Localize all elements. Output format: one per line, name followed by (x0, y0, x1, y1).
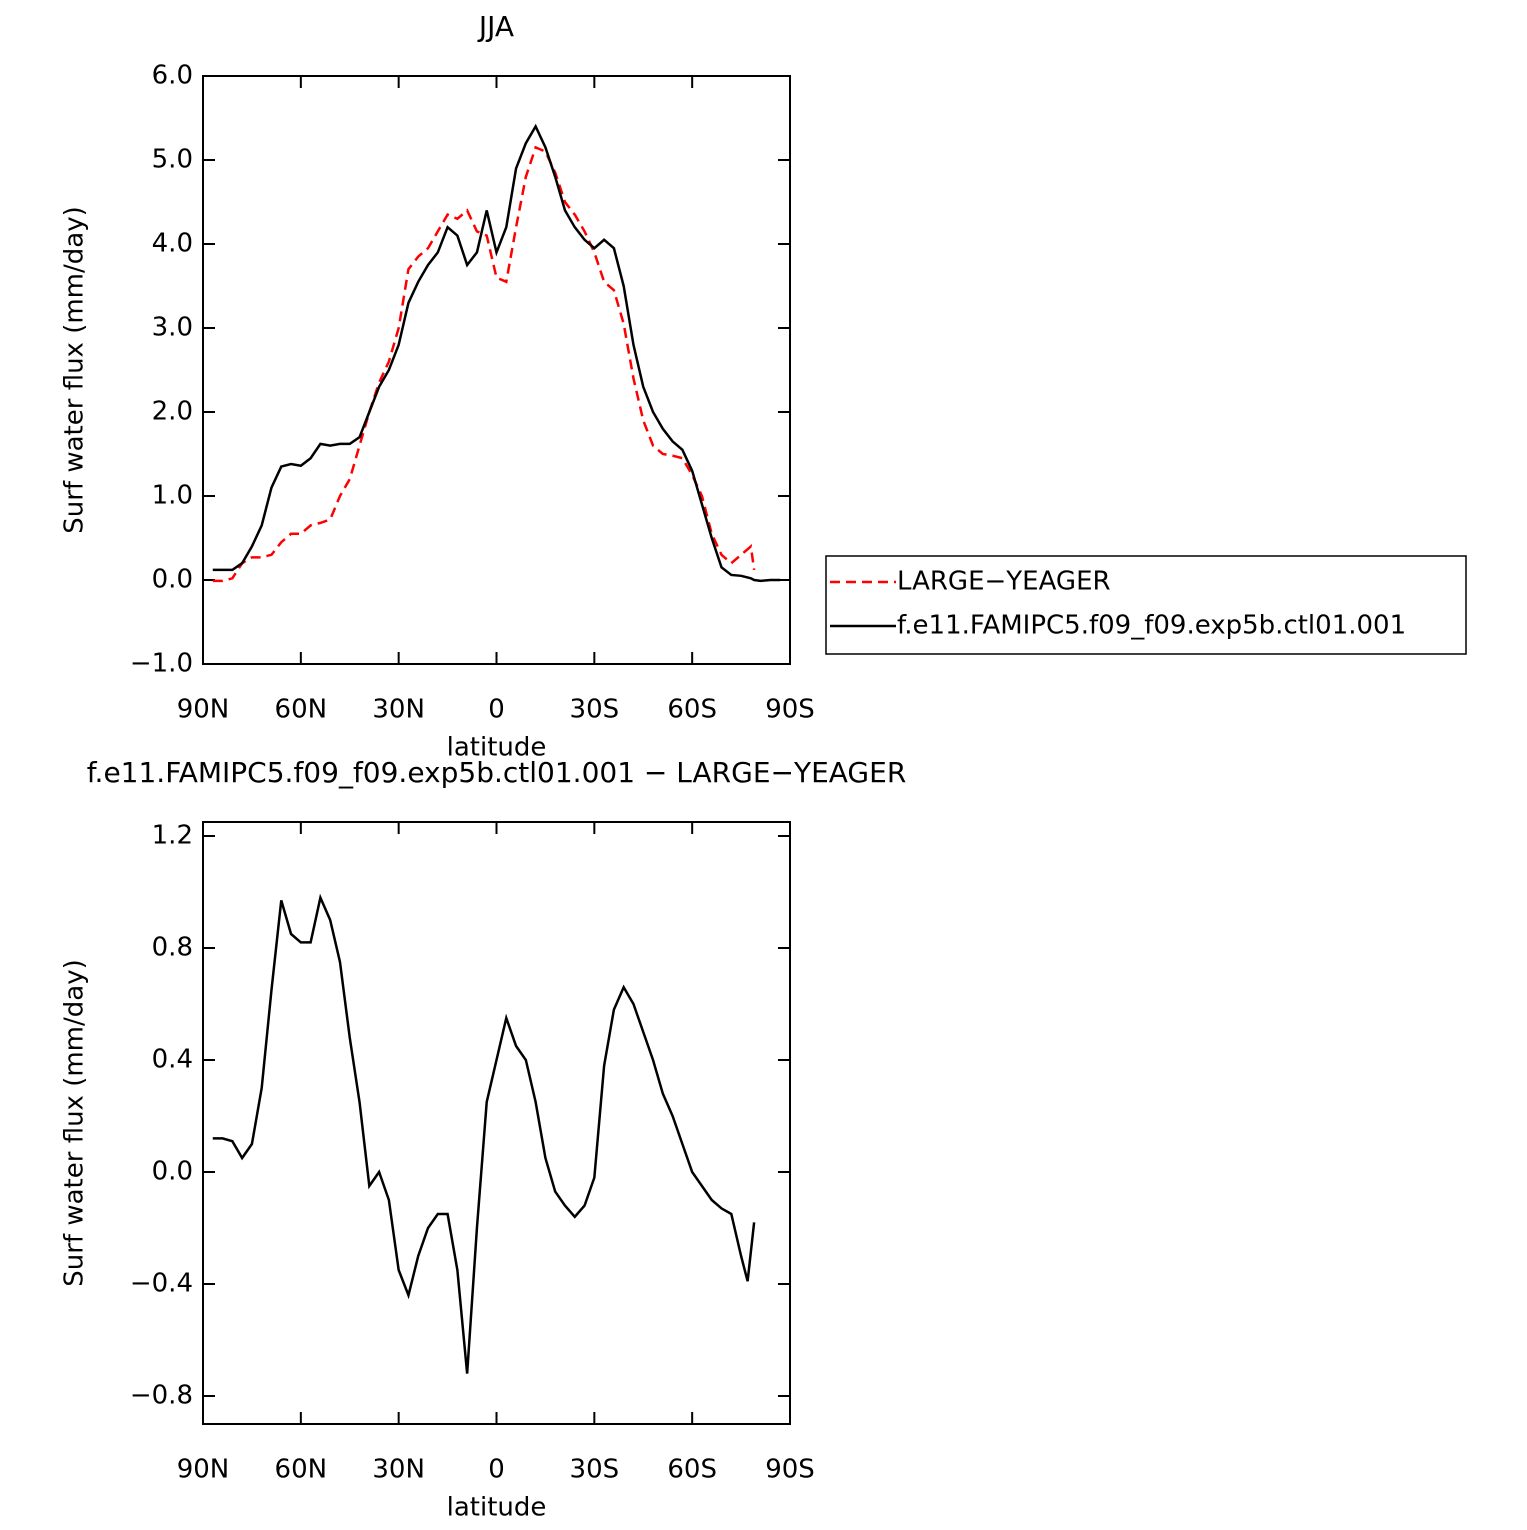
x-tick-label: 90N (177, 695, 230, 725)
x-tick-label: 60N (275, 1455, 328, 1485)
x-tick-label: 30S (570, 695, 620, 725)
chart-title: f.e11.FAMIPC5.f09_f09.exp5b.ctl01.001 − … (87, 756, 907, 789)
x-tick-label: 90N (177, 1455, 230, 1485)
x-tick-label: 30N (372, 695, 425, 725)
data-line (212, 893, 756, 1374)
x-tick-label: 0 (488, 695, 505, 725)
x-tick-label: 30S (570, 1455, 620, 1485)
y-tick-label: −0.4 (130, 1269, 193, 1299)
x-axis-label: latitude (447, 1493, 547, 1523)
x-tick-label: 60S (667, 1455, 717, 1485)
x-tick-label: 30N (372, 1455, 425, 1485)
y-tick-label: 3.0 (152, 313, 193, 343)
y-axis-label: Surf water flux (mm/day) (60, 959, 90, 1286)
y-tick-label: 5.0 (152, 145, 193, 175)
data-line (212, 145, 756, 583)
y-tick-label: 0.0 (152, 565, 193, 595)
x-tick-label: 0 (488, 1455, 505, 1485)
y-tick-label: 0.8 (152, 933, 193, 963)
x-tick-label: 90S (765, 695, 815, 725)
chart-title: JJA (477, 10, 514, 43)
y-tick-label: 0.0 (152, 1157, 193, 1187)
legend-label: LARGE−YEAGER (897, 567, 1111, 597)
y-tick-label: 1.2 (152, 821, 193, 851)
y-tick-label: 1.0 (152, 481, 193, 511)
plot-frame (202, 75, 791, 665)
y-tick-label: 2.0 (152, 397, 193, 427)
legend-label: f.e11.FAMIPC5.f09_f09.exp5b.ctl01.001 (897, 611, 1406, 641)
x-tick-label: 90S (765, 1455, 815, 1485)
y-tick-label: −1.0 (130, 649, 193, 679)
legend-box (825, 555, 1467, 655)
data-line (212, 123, 781, 583)
plot-frame (202, 821, 791, 1425)
y-tick-label: 4.0 (152, 229, 193, 259)
y-tick-label: −0.8 (130, 1381, 193, 1411)
y-axis-label: Surf water flux (mm/day) (60, 206, 90, 533)
y-tick-label: 0.4 (152, 1045, 193, 1075)
x-tick-label: 60S (667, 695, 717, 725)
x-tick-label: 60N (275, 695, 328, 725)
x-axis-label: latitude (447, 733, 547, 763)
y-tick-label: 6.0 (152, 61, 193, 91)
